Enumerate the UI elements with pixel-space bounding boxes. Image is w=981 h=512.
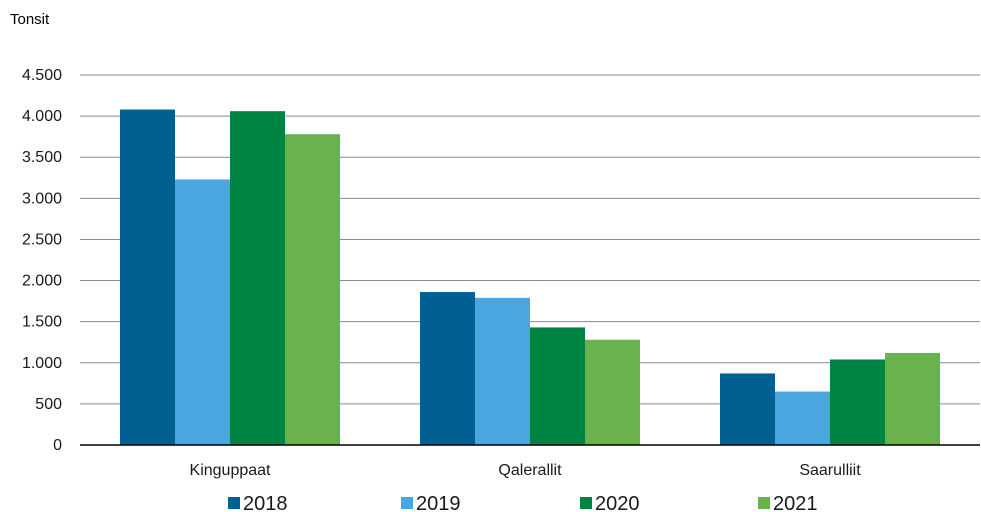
y-tick-label: 2.500: [22, 231, 62, 248]
y-tick-label: 3.000: [22, 190, 62, 207]
legend-swatch-2021: [758, 497, 770, 509]
y-axis-label: Tonsit: [10, 11, 50, 28]
bar-2021: [885, 352, 940, 445]
bar-2021: [285, 134, 340, 445]
category-label: Kinguppaat: [190, 462, 272, 479]
y-tick-label: 1.000: [22, 355, 62, 372]
legend-swatch-2018: [228, 497, 240, 509]
bar-2021: [585, 339, 640, 445]
legend-swatch-2020: [580, 497, 592, 509]
bar-2020: [530, 327, 585, 445]
bar-2019: [175, 179, 230, 445]
y-tick-label: 4.000: [22, 108, 62, 125]
legend: 2018 2019 2020 2021: [228, 493, 818, 512]
bar-2018: [720, 373, 775, 445]
y-tick-label: 1.500: [22, 314, 62, 331]
y-tick-labels: 0 500 1.000 1.500 2.000 2.500 3.000 3.500 4.000 4…: [22, 67, 62, 454]
bar-2019: [475, 297, 530, 445]
category-labels: Kinguppaat Qalerallit Saarulliit: [190, 462, 862, 479]
bar-2019: [775, 391, 830, 445]
y-tick-label: 500: [35, 396, 62, 413]
bar-2018: [420, 292, 475, 445]
bar-2020: [230, 111, 285, 445]
bar-2018: [120, 109, 175, 446]
y-tick-label: 2.000: [22, 273, 62, 290]
category-label: Qalerallit: [498, 462, 562, 479]
y-tick-label: 4.500: [22, 67, 62, 84]
bars: [120, 109, 940, 446]
y-tick-label: 3.500: [22, 149, 62, 166]
bar-2020: [830, 359, 885, 445]
legend-label: 2021: [773, 493, 818, 512]
legend-label: 2019: [416, 493, 461, 512]
legend-label: 2020: [595, 493, 640, 512]
y-tick-label: 0: [53, 437, 62, 454]
legend-label: 2018: [243, 493, 288, 512]
category-label: Saarulliit: [799, 462, 861, 479]
legend-swatch-2019: [401, 497, 413, 509]
